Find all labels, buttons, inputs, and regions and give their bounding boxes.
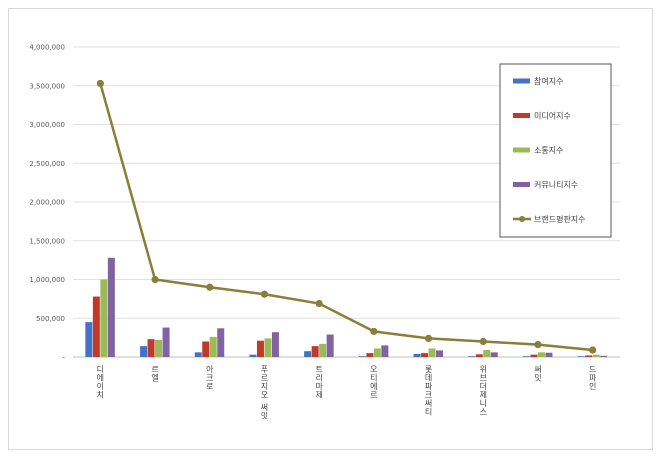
bar-커뮤니티지수 <box>107 257 115 357</box>
bar-참여지수 <box>522 356 530 357</box>
legend-label: 브랜드평판지수 <box>534 214 586 224</box>
y-tick-label: 2,500,000 <box>29 160 65 168</box>
bar-커뮤니티지수 <box>490 352 498 357</box>
point-브랜드평판지수 <box>424 334 433 342</box>
y-tick-label: 2,000,000 <box>29 199 65 207</box>
bar-커뮤니티지수 <box>271 332 279 357</box>
bar-커뮤니티지수 <box>436 350 444 357</box>
legend-swatch <box>513 113 530 118</box>
bar-미디어지수 <box>421 353 429 357</box>
bar-참여지수 <box>358 356 366 357</box>
bar-참여지수 <box>413 353 421 357</box>
bar-소통지수 <box>373 348 381 357</box>
bar-미디어지수 <box>585 355 593 357</box>
bar-미디어지수 <box>475 354 483 357</box>
line-브랜드평판지수 <box>99 83 593 352</box>
bar-커뮤니티지수 <box>162 327 170 357</box>
bar-소통지수 <box>319 343 327 357</box>
bar-커뮤니티지수 <box>381 345 389 357</box>
legend-label: 소통지수 <box>534 146 563 155</box>
bar-참여지수 <box>577 356 585 357</box>
y-tick-label: 1,000,000 <box>29 276 65 284</box>
point-브랜드평판지수 <box>96 79 104 88</box>
bar-소통지수 <box>155 339 163 357</box>
bar-미디어지수 <box>311 346 319 357</box>
point-브랜드평판지수 <box>589 346 597 354</box>
y-tick-label: - <box>62 354 65 362</box>
legend-swatch <box>513 147 530 153</box>
legend-label: 참여지수 <box>534 76 563 86</box>
y-tick-label: 1,500,000 <box>29 237 65 245</box>
bar-소통지수 <box>592 354 600 357</box>
bar-참여지수 <box>304 351 312 357</box>
point-브랜드평판지수 <box>479 337 487 346</box>
bar-커뮤니티지수 <box>326 334 334 357</box>
bar-커뮤니티지수 <box>545 352 553 357</box>
legend-swatch <box>513 182 530 187</box>
y-tick-label: 500,000 <box>36 315 65 323</box>
legend-label: 커뮤니티지수 <box>534 180 578 190</box>
bar-참여지수 <box>468 356 476 357</box>
bar-소통지수 <box>264 338 272 357</box>
bar-참여지수 <box>85 322 93 357</box>
legend-label: 미디어지수 <box>534 111 571 121</box>
bar-미디어지수 <box>202 341 210 357</box>
bar-미디어지수 <box>256 340 264 357</box>
bar-미디어지수 <box>147 339 155 357</box>
bar-소통지수 <box>483 350 491 357</box>
bar-참여지수 <box>140 346 148 357</box>
bar-미디어지수 <box>366 353 374 357</box>
legend-swatch <box>513 78 530 84</box>
y-tick-label: 4,000,000 <box>29 44 65 52</box>
point-브랜드평판지수 <box>534 341 542 349</box>
point-브랜드평판지수 <box>315 299 323 308</box>
bar-커뮤니티지수 <box>217 328 225 357</box>
bar-미디어지수 <box>530 354 538 357</box>
bar-커뮤니티지수 <box>600 355 608 357</box>
bar-참여지수 <box>194 352 202 357</box>
bar-미디어지수 <box>92 296 100 357</box>
bar-소통지수 <box>537 352 545 357</box>
bar-소통지수 <box>428 348 436 357</box>
point-브랜드평판지수 <box>260 290 269 298</box>
legend-swatch-marker <box>519 216 525 222</box>
y-tick-label: 3,500,000 <box>29 82 65 90</box>
bar-소통지수 <box>100 279 108 357</box>
bar-소통지수 <box>209 336 217 357</box>
y-tick-label: 3,000,000 <box>29 121 65 129</box>
point-브랜드평판지수 <box>151 275 159 284</box>
point-브랜드평판지수 <box>370 327 378 336</box>
bar-참여지수 <box>249 354 257 357</box>
point-브랜드평판지수 <box>206 283 214 291</box>
